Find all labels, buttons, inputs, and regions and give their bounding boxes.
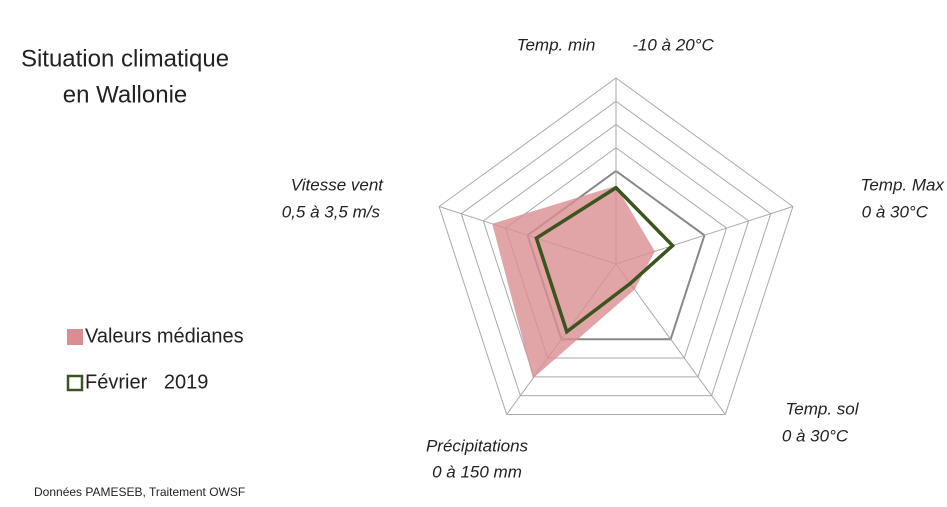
series-line [534, 185, 676, 335]
series-area [492, 185, 655, 379]
grid-ring [438, 77, 794, 415]
axis-range: 0 à 30°C [862, 202, 929, 221]
grid-ring [482, 123, 750, 378]
axis-label: Temp. min [517, 35, 596, 54]
axis-range: 0 à 150 mm [432, 462, 522, 481]
chart-title: Situation climatique [21, 45, 229, 72]
axis-range: -10 à 20°C [632, 35, 714, 54]
source-note: Données PAMESEB, Traitement OWSF [34, 485, 245, 499]
axis-range: 0 à 30°C [782, 426, 849, 445]
legend-label: Valeurs médianes [85, 325, 244, 347]
axis-label: Vitesse vent [291, 175, 385, 194]
axis-label: Temp. Max [861, 175, 945, 194]
axis-range: 0,5 à 3,5 m/s [282, 202, 381, 221]
legend-label: Février 2019 [85, 371, 208, 393]
grid-ring [460, 100, 772, 397]
chart-title: en Wallonie [63, 81, 188, 108]
axis-label: Temp. sol [785, 399, 859, 418]
axis-label: Précipitations [426, 436, 529, 455]
legend-swatch [67, 329, 83, 345]
legend-swatch [66, 374, 84, 392]
